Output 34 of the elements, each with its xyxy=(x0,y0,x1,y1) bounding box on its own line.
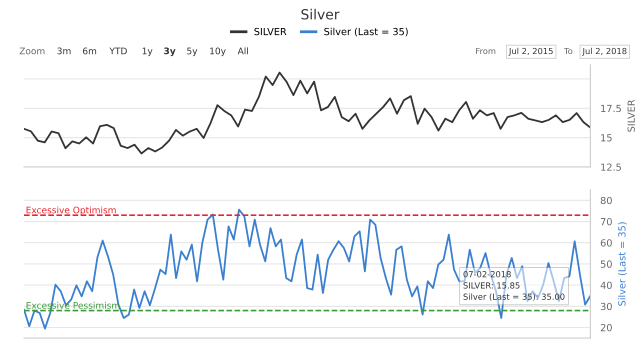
y-tick-label: 80 xyxy=(600,196,612,204)
y-tick-label: 20 xyxy=(600,324,612,332)
y-tick-label: 40 xyxy=(600,282,612,289)
text: All xyxy=(238,47,248,54)
y-axis-title: Silver (Last = 35) xyxy=(618,222,627,306)
y-tick-label: 60 xyxy=(600,239,612,247)
annotation: Silver (Last = 35): 35.00 xyxy=(464,293,565,301)
ref-line-label: Excessive Optimism xyxy=(26,206,116,216)
text: 6m xyxy=(82,48,96,54)
text: From xyxy=(476,48,496,54)
y-tick-label: 12.5 xyxy=(601,163,621,171)
text: 1y xyxy=(142,48,152,56)
legend-label: SILVER xyxy=(254,28,286,36)
text: To xyxy=(564,48,572,54)
text: YTD xyxy=(109,48,127,54)
y-tick-label: 70 xyxy=(600,218,612,226)
annotation: 07-02-2018 xyxy=(464,271,511,278)
line-series xyxy=(24,72,590,154)
annotation: SILVER: 15.85 xyxy=(464,282,520,289)
chart-title: Silver xyxy=(301,8,340,20)
text: 5y xyxy=(187,48,198,56)
text: 10y xyxy=(210,48,226,56)
text: Zoom xyxy=(20,48,44,54)
y-tick-label: 50 xyxy=(600,260,612,268)
line-series xyxy=(24,208,590,330)
text: 3m xyxy=(57,48,71,54)
y-tick-label: 30 xyxy=(600,302,612,310)
text: Jul 2, 2015 xyxy=(508,48,553,56)
y-tick-label: 17.5 xyxy=(601,104,621,112)
text: Jul 2, 2018 xyxy=(582,48,626,56)
text: 3y xyxy=(164,47,176,56)
legend-label: Silver (Last = 35) xyxy=(324,28,408,36)
y-tick-label: 15 xyxy=(601,134,612,142)
y-axis-title: SILVER xyxy=(627,100,635,132)
